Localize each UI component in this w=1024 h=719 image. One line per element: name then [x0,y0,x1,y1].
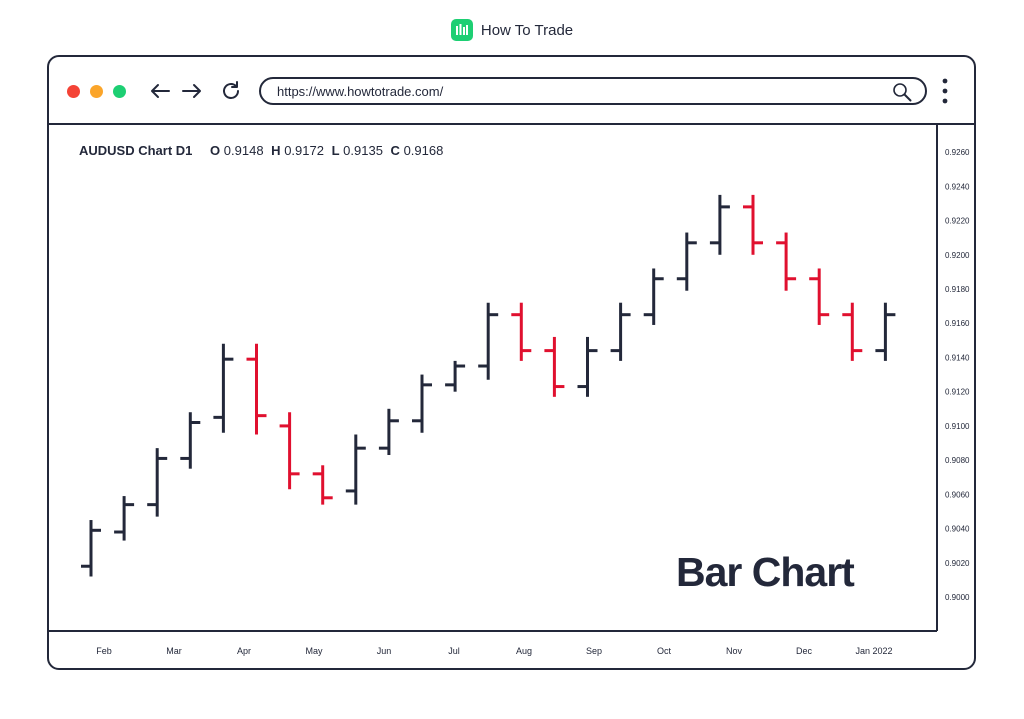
y-tick-label: 0.9060 [945,490,970,499]
ohlc-bar [875,302,896,361]
y-tick-label: 0.9080 [945,456,970,465]
ohlc-bar [213,343,234,433]
ohlc-bar [610,302,631,361]
url-text: https://www.howtotrade.com/ [277,84,444,99]
ohlc-bar [577,336,598,397]
address-bar[interactable]: https://www.howtotrade.com/ [259,77,927,105]
y-tick-label: 0.9140 [945,353,970,362]
arrow-right-icon[interactable] [180,79,204,103]
y-tick-label: 0.9000 [945,593,970,602]
x-tick-label: Sep [586,646,602,656]
ohlc-bar [445,360,466,392]
ohlc-bar [842,302,863,361]
y-tick-label: 0.9260 [945,148,970,157]
chart-watermark: Bar Chart [676,549,855,595]
y-tick-label: 0.9040 [945,525,970,534]
y-tick-label: 0.9220 [945,217,970,226]
ohlc-bar [312,465,333,505]
ohlc-bar [743,194,763,255]
x-tick-label: Apr [237,646,251,656]
x-tick-label: Nov [726,646,743,656]
ohlc-bar [81,520,101,577]
ohlc-bar [676,232,697,291]
x-tick-label: Jan 2022 [855,646,892,656]
ohlc-bar [643,268,664,325]
open-label: O [210,143,221,158]
ohlc-bar [279,412,300,490]
ohlc-bar [412,374,432,433]
ohlc-bar [511,302,532,361]
y-tick-label: 0.9120 [945,388,970,397]
arrow-left-icon[interactable] [148,79,172,103]
search-icon[interactable] [891,81,913,108]
browser-toolbar: https://www.howtotrade.com/ [49,57,974,125]
brand-name: How To Trade [480,21,574,39]
y-tick-label: 0.9100 [945,422,970,431]
y-tick-label: 0.9200 [945,251,970,260]
close-label: C [390,143,400,158]
y-tick-label: 0.9240 [945,182,970,191]
y-tick-label: 0.9180 [945,285,970,294]
brand-header: How To Trade [0,19,1024,41]
ohlc-bar [378,408,399,456]
open-value: 0.9148 [223,143,264,158]
x-tick-label: May [305,646,323,656]
ohlc-bar [776,232,797,291]
minimize-window-button[interactable] [90,85,103,98]
high-value: 0.9172 [284,143,324,158]
chart-title: AUDUSD Chart D1 [79,143,193,158]
ohlc-bar [709,194,730,255]
low-value: 0.9135 [343,143,383,158]
high-label: H [271,143,281,158]
y-tick-label: 0.9160 [945,319,970,328]
browser-window: https://www.howtotrade.com/ AUDUSD Chart… [47,55,976,670]
ohlc-bar [544,336,565,397]
x-tick-label: Jun [377,646,392,656]
ohlc-bar [478,302,499,380]
ohlc-bar [345,434,366,505]
ohlc-bar [147,448,168,517]
reload-icon[interactable] [219,79,243,103]
x-tick-label: Jul [448,646,460,656]
x-tick-label: Feb [96,646,112,656]
ohlc-bar [180,412,201,469]
x-tick-label: Oct [657,646,672,656]
chart-header: AUDUSD Chart D1 O 0.9148 H 0.9172 L 0.91… [79,143,447,158]
x-tick-label: Dec [796,646,813,656]
ohlc-bar-chart: 0.9260 0.9240 0.9220 0.9200 0.9180 0.9160 0.91… [49,123,970,656]
maximize-window-button[interactable] [113,85,126,98]
x-tick-label: Mar [166,646,182,656]
y-tick-label: 0.9020 [945,559,970,568]
x-tick-label: Aug [516,646,532,656]
vertical-dots-icon[interactable] [941,77,949,105]
ohlc-bar [809,268,830,325]
close-window-button[interactable] [67,85,80,98]
ohlc-bar [114,496,135,541]
low-label: L [331,143,340,158]
bar-chart-icon [450,19,473,41]
ohlc-bar [246,343,267,435]
close-value: 0.9168 [403,143,444,158]
